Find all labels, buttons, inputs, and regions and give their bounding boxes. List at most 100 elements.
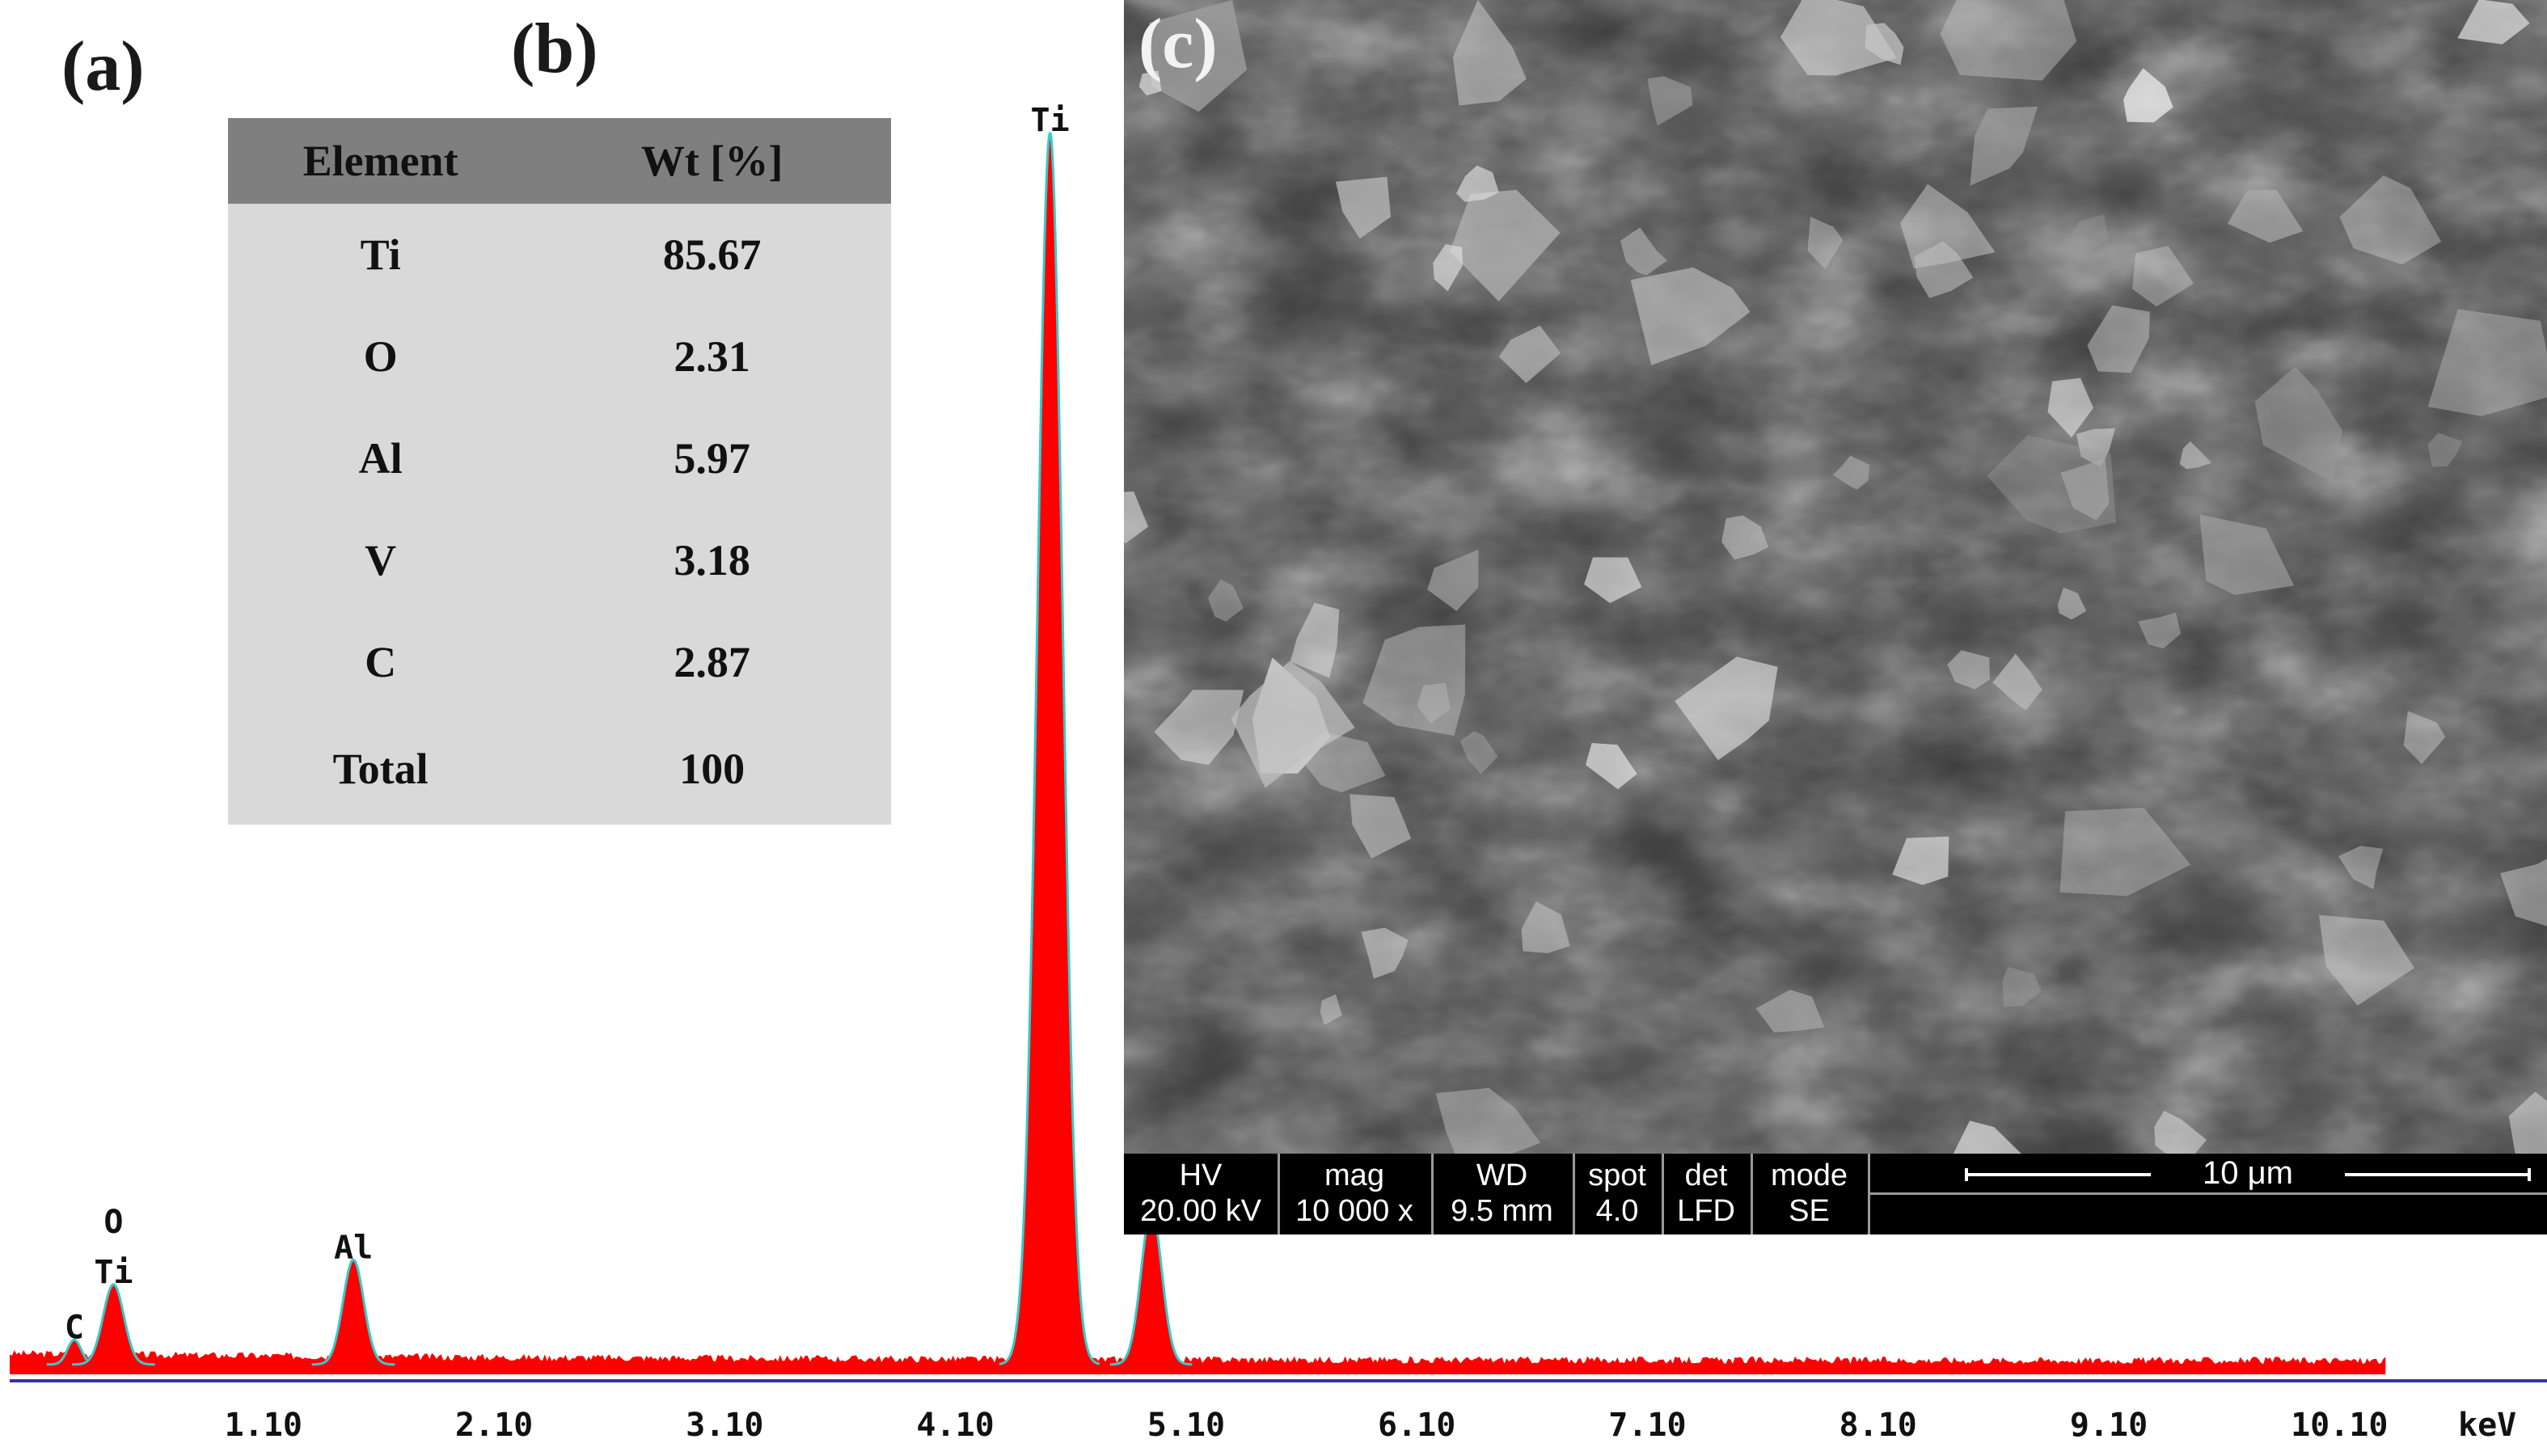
databar-value: 4.0 <box>1595 1194 1639 1228</box>
sem-facet <box>1832 455 1870 490</box>
sem-facet <box>2076 428 2115 467</box>
sem-facet <box>1350 794 1412 859</box>
table-row: V 3.18 <box>228 509 891 611</box>
sem-facet <box>2047 378 2093 438</box>
table-row: C 2.87 <box>228 611 891 713</box>
peak-2 <box>311 1260 395 1374</box>
databar-mode: mode SE <box>1751 1154 1870 1234</box>
sem-facet <box>1586 743 1637 790</box>
sem-micrograph-image <box>1124 0 2547 1154</box>
sem-facet <box>2338 846 2384 889</box>
databar-value: SE <box>1789 1194 1830 1228</box>
sem-facet <box>1675 656 1778 761</box>
composition-table: Element Wt [%] Ti 85.67 O 2.31 Al 5.97 V… <box>228 118 891 825</box>
databar-mag: mag 10 000 x <box>1278 1154 1434 1234</box>
sem-facet <box>2339 175 2442 265</box>
x-tick-label: 7.10 <box>1608 1407 1686 1444</box>
databar-key: HV <box>1179 1158 1223 1192</box>
sem-facet <box>2066 214 2109 251</box>
databar-key: WD <box>1476 1158 1528 1192</box>
cell-weight: 5.97 <box>533 407 891 509</box>
sem-facet <box>1435 1087 1541 1154</box>
x-tick-label: 3.10 <box>686 1407 763 1444</box>
sem-facet <box>2457 0 2530 44</box>
sem-facet <box>2427 433 2463 467</box>
databar-value: 9.5 mm <box>1451 1194 1553 1228</box>
sem-facet <box>2057 587 2087 620</box>
cell-element: Ti <box>228 204 534 306</box>
sem-facet <box>1124 492 1148 544</box>
x-axis-ticks: 1.10 2.10 3.10 4.10 5.10 6.10 7.10 8.10 9.10 10.1… <box>225 1407 2389 1444</box>
sem-facet <box>1320 994 1342 1025</box>
sem-facet <box>1900 184 1996 269</box>
cell-element: V <box>228 509 534 611</box>
panel-label-a: (a) <box>61 27 145 106</box>
databar-det: det LFD <box>1662 1154 1753 1234</box>
sem-facet <box>1584 557 1642 603</box>
spectrum-background <box>10 1350 2386 1374</box>
peak-label: Ti <box>94 1254 133 1291</box>
x-tick-label: 6.10 <box>1378 1407 1455 1444</box>
sem-facet <box>1953 1120 2021 1154</box>
sem-facet <box>1149 0 1248 112</box>
sem-facet <box>1620 227 1667 276</box>
spectrum-noise <box>10 1350 2386 1374</box>
sem-facet <box>2318 914 2414 1006</box>
cell-element: C <box>228 611 534 713</box>
sem-facet <box>1433 244 1464 292</box>
sem-facet <box>1452 0 1527 106</box>
cell-weight: 100 <box>533 713 891 825</box>
databar-hv: HV 20.00 kV <box>1124 1154 1280 1234</box>
sem-facet <box>1940 0 2077 81</box>
table-header-row: Element Wt [%] <box>228 118 891 204</box>
sem-facet <box>1947 650 1990 690</box>
peak-4 <box>1109 1210 1193 1374</box>
sem-facet <box>2132 246 2194 307</box>
cell-element: Total <box>228 713 534 825</box>
sem-facet <box>1295 732 1386 793</box>
sem-facet <box>1630 267 1751 365</box>
x-tick-label: 9.10 <box>2070 1407 2148 1444</box>
databar-spot: spot 4.0 <box>1573 1154 1664 1234</box>
sem-facet <box>2179 441 2212 470</box>
x-tick-label: 1.10 <box>225 1407 302 1444</box>
cell-element: O <box>228 306 534 407</box>
sem-facet <box>1914 241 1974 298</box>
sem-facet <box>1987 435 2116 534</box>
sem-facet <box>2154 1110 2207 1154</box>
scale-bar-left <box>1965 1168 2151 1181</box>
sem-facet <box>1647 76 1693 126</box>
sem-facet <box>2138 612 2182 649</box>
databar-value: 10 000 x <box>1295 1194 1413 1228</box>
databar-key: spot <box>1588 1158 1646 1192</box>
x-axis-unit: keV <box>2458 1407 2516 1444</box>
sem-facet <box>1892 836 1949 885</box>
peak-label: O <box>103 1204 123 1241</box>
peak-label: Al <box>334 1230 373 1267</box>
sem-facet <box>1459 731 1498 774</box>
cell-element: Al <box>228 407 534 509</box>
x-tick-label: 2.10 <box>455 1407 533 1444</box>
sem-facet <box>1498 325 1561 383</box>
sem-facet <box>1721 515 1769 560</box>
sem-facet <box>1417 682 1451 724</box>
peak-label: Ti <box>1031 102 1070 139</box>
sem-facet <box>1992 653 2042 711</box>
peak-outline-1 <box>72 1283 155 1366</box>
databar-key: mag <box>1324 1158 1384 1192</box>
sem-facet <box>1138 70 1162 96</box>
databar-key: mode <box>1770 1158 1848 1192</box>
sem-bright-facets <box>1124 0 2547 1154</box>
sem-databar: HV 20.00 kV mag 10 000 x WD 9.5 mm spot … <box>1124 1154 2547 1234</box>
sem-facet <box>2059 808 2191 897</box>
sem-facet <box>2087 305 2150 373</box>
peak-1 <box>72 1284 155 1374</box>
x-tick-label: 10.10 <box>2291 1407 2388 1444</box>
sem-facet <box>1362 624 1466 736</box>
sem-facet <box>2427 309 2547 416</box>
databar-divider <box>1868 1192 2547 1195</box>
sem-facet <box>2002 967 2042 1007</box>
databar-wd: WD 9.5 mm <box>1431 1154 1575 1234</box>
cell-weight: 3.18 <box>533 509 891 611</box>
